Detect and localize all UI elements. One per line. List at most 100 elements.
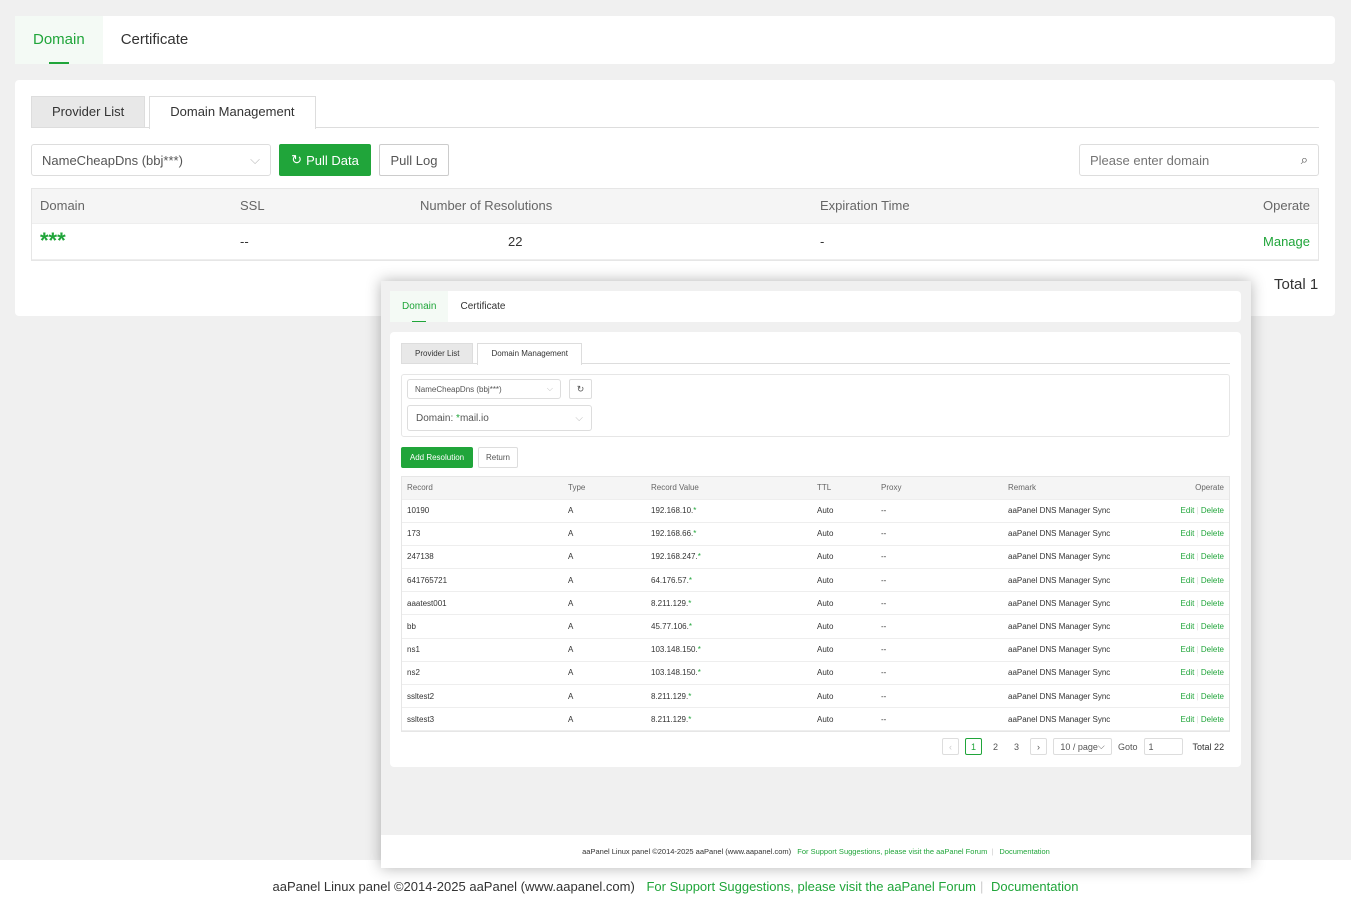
record-row: ssltest3 A 8.211.129.* Auto -- aaPanel D…	[402, 707, 1229, 732]
record-remark: aaPanel DNS Manager Sync	[1008, 661, 1158, 686]
tab-certificate[interactable]: Certificate	[120, 31, 189, 48]
return-button[interactable]: Return	[478, 447, 518, 468]
record-ttl: Auto	[817, 522, 881, 546]
edit-link[interactable]: Edit	[1180, 714, 1195, 724]
modal-tab-domain[interactable]: Domain	[390, 291, 449, 322]
record-name: bb	[402, 614, 568, 639]
record-row: aaatest001 A 8.211.129.* Auto -- aaPanel…	[402, 591, 1229, 616]
search-input[interactable]	[1090, 152, 1280, 168]
tab-domain-management[interactable]: Domain Management	[149, 96, 316, 129]
delete-link[interactable]: Delete	[1200, 598, 1224, 608]
record-value: 45.77.106.*	[651, 614, 817, 639]
chevron-down-icon: ⌵	[546, 384, 553, 393]
delete-link[interactable]: Delete	[1200, 575, 1224, 585]
edit-link[interactable]: Edit	[1180, 529, 1195, 539]
edit-link[interactable]: Edit	[1180, 668, 1195, 678]
record-value: 8.211.129.*	[651, 707, 817, 732]
record-proxy: --	[881, 545, 1008, 570]
pagination: ‹ 1 2 3 › 10 / page ⌵ Goto 1 Total 22	[942, 738, 1224, 755]
record-ttl: Auto	[817, 638, 881, 662]
pull-log-button[interactable]: Pull Log	[379, 144, 449, 176]
modal-tab-domain-management[interactable]: Domain Management	[477, 343, 582, 365]
docs-link[interactable]: Documentation	[990, 879, 1079, 894]
delete-link[interactable]: Delete	[1200, 622, 1224, 632]
page-size-select[interactable]: 10 / page ⌵	[1053, 738, 1113, 755]
record-ttl: Auto	[817, 568, 881, 593]
record-remark: aaPanel DNS Manager Sync	[1008, 499, 1158, 523]
chevron-down-icon: ⌵	[250, 152, 260, 167]
record-proxy: --	[881, 661, 1008, 686]
tab-domain[interactable]: Domain	[15, 16, 103, 64]
record-proxy: --	[881, 568, 1008, 593]
record-proxy: --	[881, 707, 1008, 732]
record-ttl: Auto	[817, 499, 881, 523]
delete-link[interactable]: Delete	[1200, 691, 1224, 701]
edit-link[interactable]: Edit	[1180, 691, 1195, 701]
record-name: ns1	[402, 638, 568, 662]
record-proxy: --	[881, 591, 1008, 616]
goto-input[interactable]: 1	[1143, 738, 1183, 755]
domain-select[interactable]: Domain: *mail.io ⌵	[407, 405, 592, 431]
top-tabs: Domain Certificate	[15, 16, 1335, 64]
record-type: A	[568, 545, 651, 570]
record-type: A	[568, 661, 651, 686]
edit-link[interactable]: Edit	[1180, 622, 1195, 632]
edit-link[interactable]: Edit	[1180, 552, 1195, 562]
next-page-button[interactable]: ›	[1030, 738, 1048, 755]
record-type: A	[568, 522, 651, 546]
record-name: 10190	[402, 499, 568, 523]
edit-link[interactable]: Edit	[1180, 506, 1195, 516]
modal-tab-certificate[interactable]: Certificate	[460, 301, 506, 312]
record-ttl: Auto	[817, 707, 881, 732]
pull-data-button[interactable]: ↻ Pull Data	[279, 144, 371, 176]
delete-link[interactable]: Delete	[1200, 506, 1224, 516]
modal-forum-link[interactable]: For Support Suggestions, please visit th…	[797, 847, 988, 856]
refresh-button[interactable]: ↻	[569, 379, 592, 399]
record-type: A	[568, 499, 651, 523]
record-remark: aaPanel DNS Manager Sync	[1008, 707, 1158, 732]
record-row: ssltest2 A 8.211.129.* Auto -- aaPanel D…	[402, 684, 1229, 709]
delete-link[interactable]: Delete	[1200, 529, 1224, 539]
record-name: 173	[402, 522, 568, 546]
delete-link[interactable]: Delete	[1200, 714, 1224, 724]
record-name: ssltest2	[402, 684, 568, 709]
main-panel: Provider List Domain Management NameChea…	[15, 80, 1335, 316]
modal-docs-link[interactable]: Documentation	[999, 847, 1050, 856]
edit-link[interactable]: Edit	[1180, 575, 1195, 585]
record-value: 192.168.247.*	[651, 545, 817, 570]
record-remark: aaPanel DNS Manager Sync	[1008, 684, 1158, 709]
domain-search[interactable]: ⌕	[1079, 144, 1319, 176]
record-value: 8.211.129.*	[651, 591, 817, 616]
delete-link[interactable]: Delete	[1200, 645, 1224, 655]
tab-provider-list[interactable]: Provider List	[31, 96, 146, 127]
forum-link[interactable]: For Support Suggestions, please visit th…	[646, 879, 976, 894]
edit-link[interactable]: Edit	[1180, 598, 1195, 608]
domain-table: Domain SSL Number of Resolutions Expirat…	[31, 188, 1319, 261]
record-ttl: Auto	[817, 591, 881, 616]
delete-link[interactable]: Delete	[1200, 668, 1224, 678]
record-row: ns2 A 103.148.150.* Auto -- aaPanel DNS …	[402, 661, 1229, 686]
record-remark: aaPanel DNS Manager Sync	[1008, 522, 1158, 546]
record-name: 247138	[402, 545, 568, 570]
prev-page-button[interactable]: ‹	[942, 738, 959, 755]
table-row: *** -- 22 - Manage	[32, 223, 1318, 260]
page-3[interactable]: 3	[1014, 741, 1020, 752]
edit-link[interactable]: Edit	[1180, 645, 1195, 655]
page-1[interactable]: 1	[965, 738, 982, 755]
record-type: A	[568, 614, 651, 639]
modal-top-tabs: Domain Certificate	[390, 291, 1241, 322]
modal-provider-select[interactable]: NameCheapDns (bbj***) ⌵	[407, 379, 561, 399]
record-row: bb A 45.77.106.* Auto -- aaPanel DNS Man…	[402, 614, 1229, 639]
page-2[interactable]: 2	[993, 741, 999, 752]
record-remark: aaPanel DNS Manager Sync	[1008, 545, 1158, 570]
record-ttl: Auto	[817, 684, 881, 709]
add-resolution-button[interactable]: Add Resolution	[401, 447, 473, 468]
record-type: A	[568, 638, 651, 662]
delete-link[interactable]: Delete	[1200, 552, 1224, 562]
provider-select[interactable]: NameCheapDns (bbj***) ⌵	[31, 144, 271, 176]
modal-tab-provider-list[interactable]: Provider List	[401, 343, 474, 363]
records-table: Record Type Record Value TTL Proxy Remar…	[401, 476, 1230, 733]
record-value: 103.148.150.*	[651, 638, 817, 662]
manage-link[interactable]: Manage	[1128, 223, 1318, 260]
search-icon[interactable]: ⌕	[1300, 152, 1308, 167]
